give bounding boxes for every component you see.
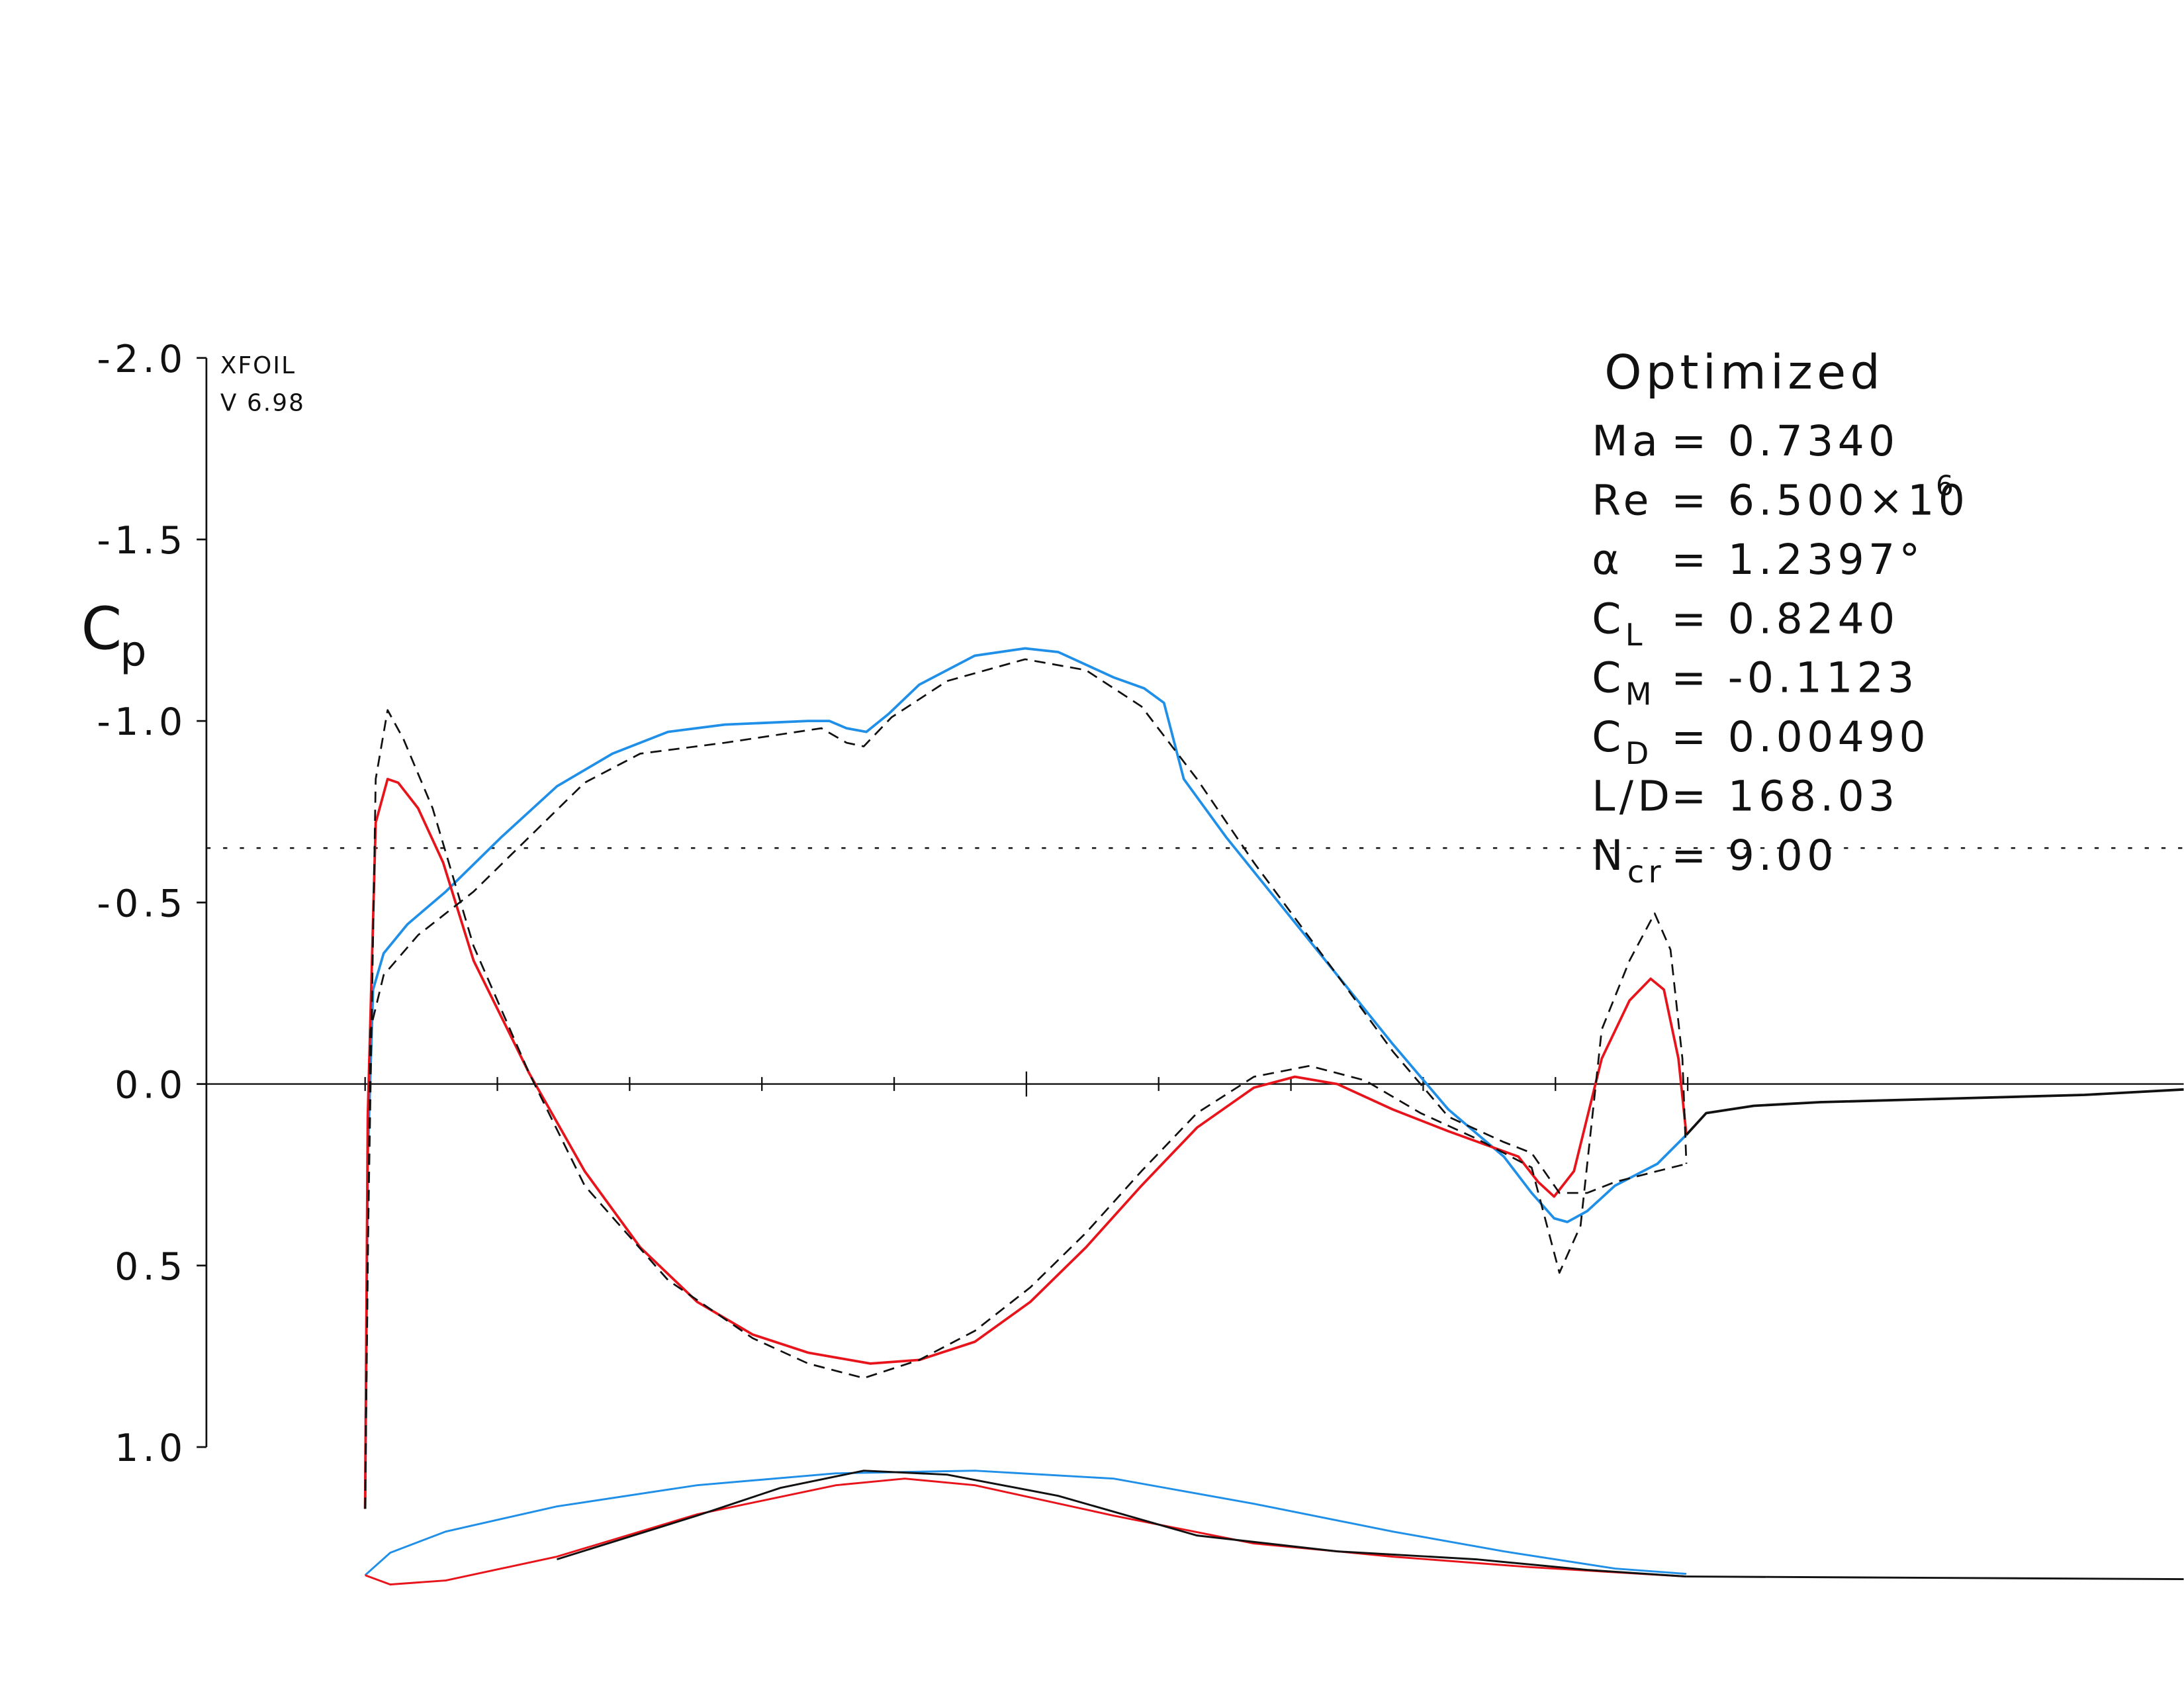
program-name: XFOIL xyxy=(220,352,296,379)
info-line: CD xyxy=(1592,712,1653,771)
info-line: α xyxy=(1592,535,1623,584)
info-name: C xyxy=(1592,594,1625,643)
airfoil-outline xyxy=(1686,1575,2184,1581)
info-name: Re xyxy=(1592,475,1653,524)
y-tick-label: -0.5 xyxy=(97,882,187,925)
info-line: CM xyxy=(1592,653,1656,712)
info-value: = -0.1123 xyxy=(1671,653,1918,702)
info-name: C xyxy=(1592,653,1625,702)
cp-line xyxy=(363,647,1688,1509)
info-value: = 0.7340 xyxy=(1671,416,1899,465)
info-value: = 168.03 xyxy=(1671,772,1899,821)
chart-title: Optimized xyxy=(1604,345,1884,400)
info-line: Re xyxy=(1592,475,1653,524)
info-value: = 1.2397° xyxy=(1671,535,1924,584)
cp-line xyxy=(364,709,1688,1509)
info-value: = 9.00 xyxy=(1671,831,1837,880)
info-name: L/D xyxy=(1592,772,1674,821)
info-name: C xyxy=(1592,712,1625,761)
info-sub: D xyxy=(1625,735,1653,771)
airfoil-outline xyxy=(364,1470,1687,1576)
info-name: α xyxy=(1592,535,1623,584)
info-name: N xyxy=(1592,831,1627,880)
y-tick-label: -1.5 xyxy=(97,519,187,563)
cp-line xyxy=(1685,1088,2184,1136)
info-line: Ncr xyxy=(1592,831,1665,890)
y-tick-label: 0.5 xyxy=(114,1245,187,1289)
info-sub: L xyxy=(1625,617,1647,653)
info-line: L/D xyxy=(1592,772,1674,821)
info-value: = 0.00490 xyxy=(1671,712,1930,761)
info-value: = 0.8240 xyxy=(1671,594,1899,643)
y-tick-label: 1.0 xyxy=(114,1427,187,1470)
cp-line xyxy=(364,658,1687,1509)
info-sub: M xyxy=(1625,677,1656,712)
cp-line xyxy=(363,777,1688,1509)
info-line: CL xyxy=(1592,594,1646,653)
program-version: V 6.98 xyxy=(220,390,305,417)
y-tick-label: 0.0 xyxy=(114,1064,187,1107)
y-tick-label: -2.0 xyxy=(97,338,187,381)
info-sup: 6 xyxy=(1936,469,1954,502)
info-value: = 6.500×10 xyxy=(1671,475,1969,524)
airfoil-outline xyxy=(365,1477,1687,1586)
y-axis-label-sub: p xyxy=(120,627,146,676)
info-sub: cr xyxy=(1627,854,1665,890)
airfoil-outline xyxy=(557,1470,1687,1578)
y-axis-label: C xyxy=(81,594,122,663)
info-line: Ma xyxy=(1592,416,1662,465)
y-tick-label: -1.0 xyxy=(97,700,187,744)
info-name: Ma xyxy=(1592,416,1662,465)
